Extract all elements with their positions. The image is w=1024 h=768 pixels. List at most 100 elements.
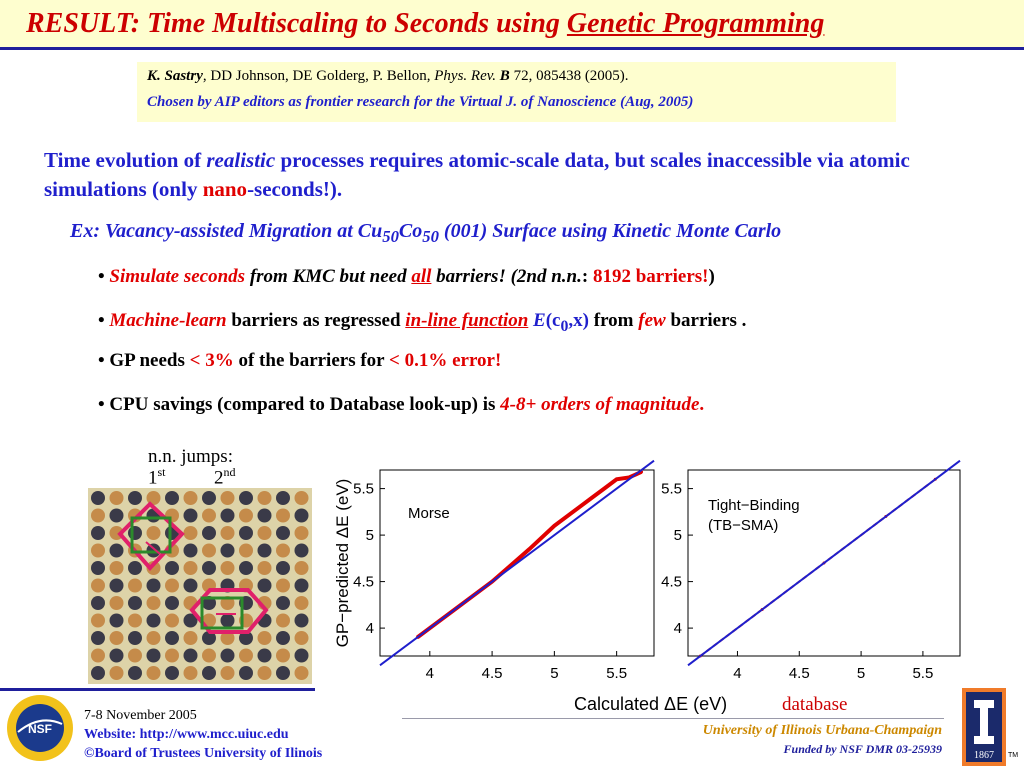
atom-copper	[257, 631, 272, 645]
atom-dark	[183, 508, 198, 523]
reference-note: Chosen by AIP editors as frontier resear…	[147, 94, 694, 110]
atom-copper	[220, 526, 235, 540]
atom-copper	[109, 491, 124, 505]
atom-copper	[276, 648, 290, 663]
atom-dark	[128, 526, 142, 540]
atom-copper	[146, 526, 161, 540]
b2-c: in-line function	[405, 310, 529, 331]
atom-dark	[128, 631, 142, 645]
database-label: database	[782, 694, 848, 715]
intro-text: Time evolution of realistic processes re…	[44, 146, 984, 204]
second-nn-square	[200, 596, 244, 630]
footer-date: 7-8 November 2005	[84, 708, 197, 723]
atom-dark	[109, 613, 124, 628]
atom-dark	[239, 631, 253, 645]
atom-copper	[91, 648, 105, 663]
atom-copper	[276, 543, 290, 558]
atom-copper	[165, 648, 179, 663]
b4-b: 4-8+ orders of magnitude	[500, 394, 700, 415]
b2-d: E	[528, 310, 546, 331]
atom-dark	[146, 578, 161, 593]
atom-dark	[239, 526, 253, 540]
atom-dark	[165, 666, 179, 680]
y-tick-label: 5	[674, 527, 682, 544]
nn-jumps-label: n.n. jumps:	[148, 446, 233, 467]
footer-right: University of Illinois Urbana-Champaign …	[703, 721, 942, 759]
atom-copper	[239, 508, 253, 523]
data-point	[527, 547, 531, 551]
atom-copper	[91, 613, 105, 628]
b2-a: Machine-learn	[109, 310, 227, 331]
atom-copper	[257, 526, 272, 540]
atom-copper	[146, 596, 161, 610]
y-tick-label: 4	[674, 620, 682, 637]
atom-copper	[128, 648, 142, 663]
footer-university: University of Illinois Urbana-Champaign	[702, 723, 942, 738]
footer-info: 7-8 November 2005 Website: http://www.mc…	[84, 706, 322, 763]
atom-dark	[183, 543, 198, 558]
atom-copper	[183, 491, 198, 505]
atom-dark	[128, 491, 142, 505]
reference-citation: K. Sastry, DD Johnson, DE Golderg, P. Be…	[147, 68, 629, 85]
b1-b: from KMC but need	[245, 266, 412, 287]
example-suffix: (001) Surface using Kinetic Monte Carlo	[438, 220, 782, 242]
atom-dark	[294, 543, 309, 558]
bullet-cpu-savings: • CPU savings (compared to Database look…	[98, 394, 705, 415]
nn-second-sup: nd	[223, 465, 236, 479]
atom-copper	[257, 666, 272, 680]
atom-dark	[239, 666, 253, 680]
atom-copper	[91, 578, 105, 593]
x-tick-label: 5.5	[912, 665, 933, 682]
trademark: TM	[1008, 752, 1019, 759]
atom-dark	[109, 543, 124, 558]
b1-g: 8192 barriers!	[592, 266, 709, 287]
atom-dark	[128, 596, 142, 610]
footer-website[interactable]: Website: http://www.mcc.uiuc.edu	[84, 727, 289, 742]
atom-copper	[109, 561, 124, 575]
atom-copper	[276, 508, 290, 523]
atom-dark	[220, 648, 235, 663]
atom-dark	[276, 561, 290, 575]
nsf-text: NSF	[28, 722, 52, 736]
atom-dark	[239, 561, 253, 575]
data-point	[552, 524, 556, 528]
atom-dark	[165, 561, 179, 575]
y-tick-label: 5	[366, 527, 374, 544]
atom-dark	[91, 491, 105, 505]
atom-copper	[109, 596, 124, 610]
atom-copper	[183, 526, 198, 540]
reference-box: K. Sastry, DD Johnson, DE Golderg, P. Be…	[137, 62, 896, 122]
intro-part3: -seconds!).	[247, 177, 343, 201]
atom-dark	[128, 666, 142, 680]
b3-b: < 3%	[189, 350, 234, 371]
atom-copper	[294, 666, 309, 680]
atom-copper	[294, 631, 309, 645]
example-prefix: Ex: Vacancy-assisted Migration at Cu	[70, 220, 383, 242]
atom-copper	[276, 613, 290, 628]
atom-dark	[294, 613, 309, 628]
atom-dark	[128, 561, 142, 575]
plot-title: (TB−SMA)	[708, 517, 778, 534]
atom-copper	[202, 508, 216, 523]
atom-dark	[202, 631, 216, 645]
atom-dark	[91, 526, 105, 540]
atom-dark	[294, 508, 309, 523]
b1-f: :	[581, 266, 593, 287]
data-point	[602, 487, 606, 491]
identity-line	[379, 459, 655, 667]
atom-dark	[183, 578, 198, 593]
atom-copper	[220, 561, 235, 575]
y-axis-label: GP−predicted ΔE (eV)	[333, 479, 352, 648]
atom-copper	[294, 561, 309, 575]
y-tick-label: 4	[366, 620, 374, 637]
atom-dark	[220, 508, 235, 523]
title-link[interactable]: Genetic Programming	[566, 8, 825, 39]
atom-dark	[109, 578, 124, 593]
b1-e: 2nd n.n.	[516, 266, 582, 287]
atom-copper	[165, 578, 179, 593]
atom-copper	[239, 543, 253, 558]
atom-dark	[202, 666, 216, 680]
atom-dark	[91, 666, 105, 680]
atom-dark	[276, 631, 290, 645]
tb-plot-content: 4 4.5 5 5.5 4 4.5 5 5.5 Tight−Binding (TB−SMA)	[661, 459, 961, 682]
